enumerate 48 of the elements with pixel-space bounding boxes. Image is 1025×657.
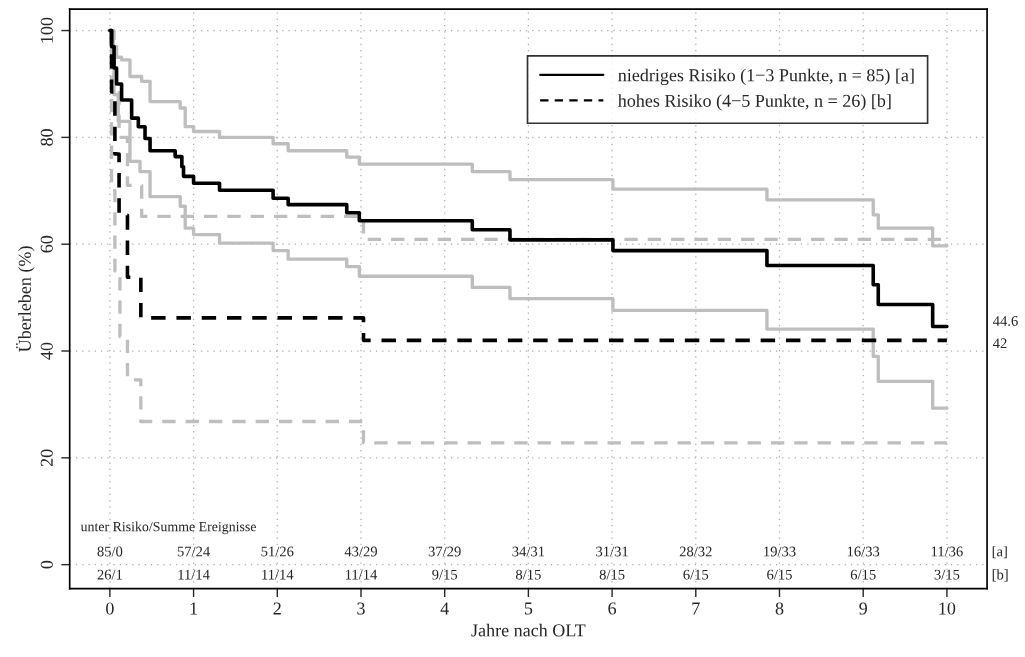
annotation: 6/15 bbox=[767, 569, 792, 580]
annotation: 11/36 bbox=[931, 546, 963, 557]
text: [a] bbox=[992, 546, 1007, 559]
x-tick-label: 0 bbox=[106, 602, 114, 615]
x-tick-label: 7 bbox=[692, 602, 700, 615]
y-tick-label: 20 bbox=[40, 449, 53, 467]
annotation: 19/33 bbox=[764, 546, 796, 557]
text: 42 bbox=[993, 338, 1007, 348]
annotation: 43/29 bbox=[344, 546, 377, 557]
x-tick-label: 5 bbox=[524, 602, 533, 615]
x-tick-label: 1 bbox=[190, 602, 198, 615]
y-tick-label: 60 bbox=[40, 235, 53, 253]
annotation: 8/15 bbox=[599, 569, 625, 580]
annotation: 11/14 bbox=[345, 569, 378, 580]
annotation: 3/15 bbox=[934, 569, 960, 580]
annotation: 51/26 bbox=[261, 546, 294, 557]
y-tick-label: 100 bbox=[40, 17, 53, 43]
text: [b] bbox=[992, 569, 1008, 582]
annotation: 26/1 bbox=[97, 569, 122, 580]
annotation: 16/33 bbox=[847, 546, 880, 557]
annotation: 6/15 bbox=[683, 569, 709, 580]
y-tick-label: 80 bbox=[40, 129, 53, 146]
annotation: 11/14 bbox=[262, 569, 294, 580]
annotation: 57/24 bbox=[177, 546, 210, 557]
x-tick-label: 10 bbox=[939, 602, 956, 615]
y-tick-label: 40 bbox=[40, 342, 53, 360]
x-tick-label: 6 bbox=[608, 602, 617, 615]
annotation: 9/15 bbox=[432, 569, 458, 580]
legend-label: niedriges Risiko (1−3 Punkte, n = 85) [a] bbox=[618, 68, 914, 86]
x-tick-label: 8 bbox=[775, 602, 784, 615]
annotation: 37/29 bbox=[428, 546, 461, 557]
annotation: 8/15 bbox=[515, 569, 541, 580]
legend-label: hohes Risiko (4−5 Punkte, n = 26) [b] bbox=[617, 94, 891, 111]
text: 44.6 bbox=[993, 316, 1018, 326]
x-tick-label: 3 bbox=[357, 602, 365, 615]
annotation: 34/31 bbox=[512, 546, 545, 557]
annotation: 6/15 bbox=[850, 569, 876, 580]
x-axis-title: Jahre nach OLT bbox=[471, 623, 586, 637]
y-tick-label: 0 bbox=[40, 560, 53, 569]
annotation: unter Risiko/Summe Ereignisse bbox=[80, 521, 257, 535]
x-tick-label: 9 bbox=[859, 602, 867, 615]
y-axis-title: Überleben (%) bbox=[16, 246, 35, 352]
annotation: 85/0 bbox=[97, 546, 123, 557]
annotation: 31/31 bbox=[596, 546, 628, 557]
x-tick-label: 2 bbox=[273, 602, 281, 615]
x-tick-label: 4 bbox=[440, 602, 449, 615]
annotation: 11/14 bbox=[178, 569, 210, 580]
annotation: 28/32 bbox=[679, 546, 712, 557]
